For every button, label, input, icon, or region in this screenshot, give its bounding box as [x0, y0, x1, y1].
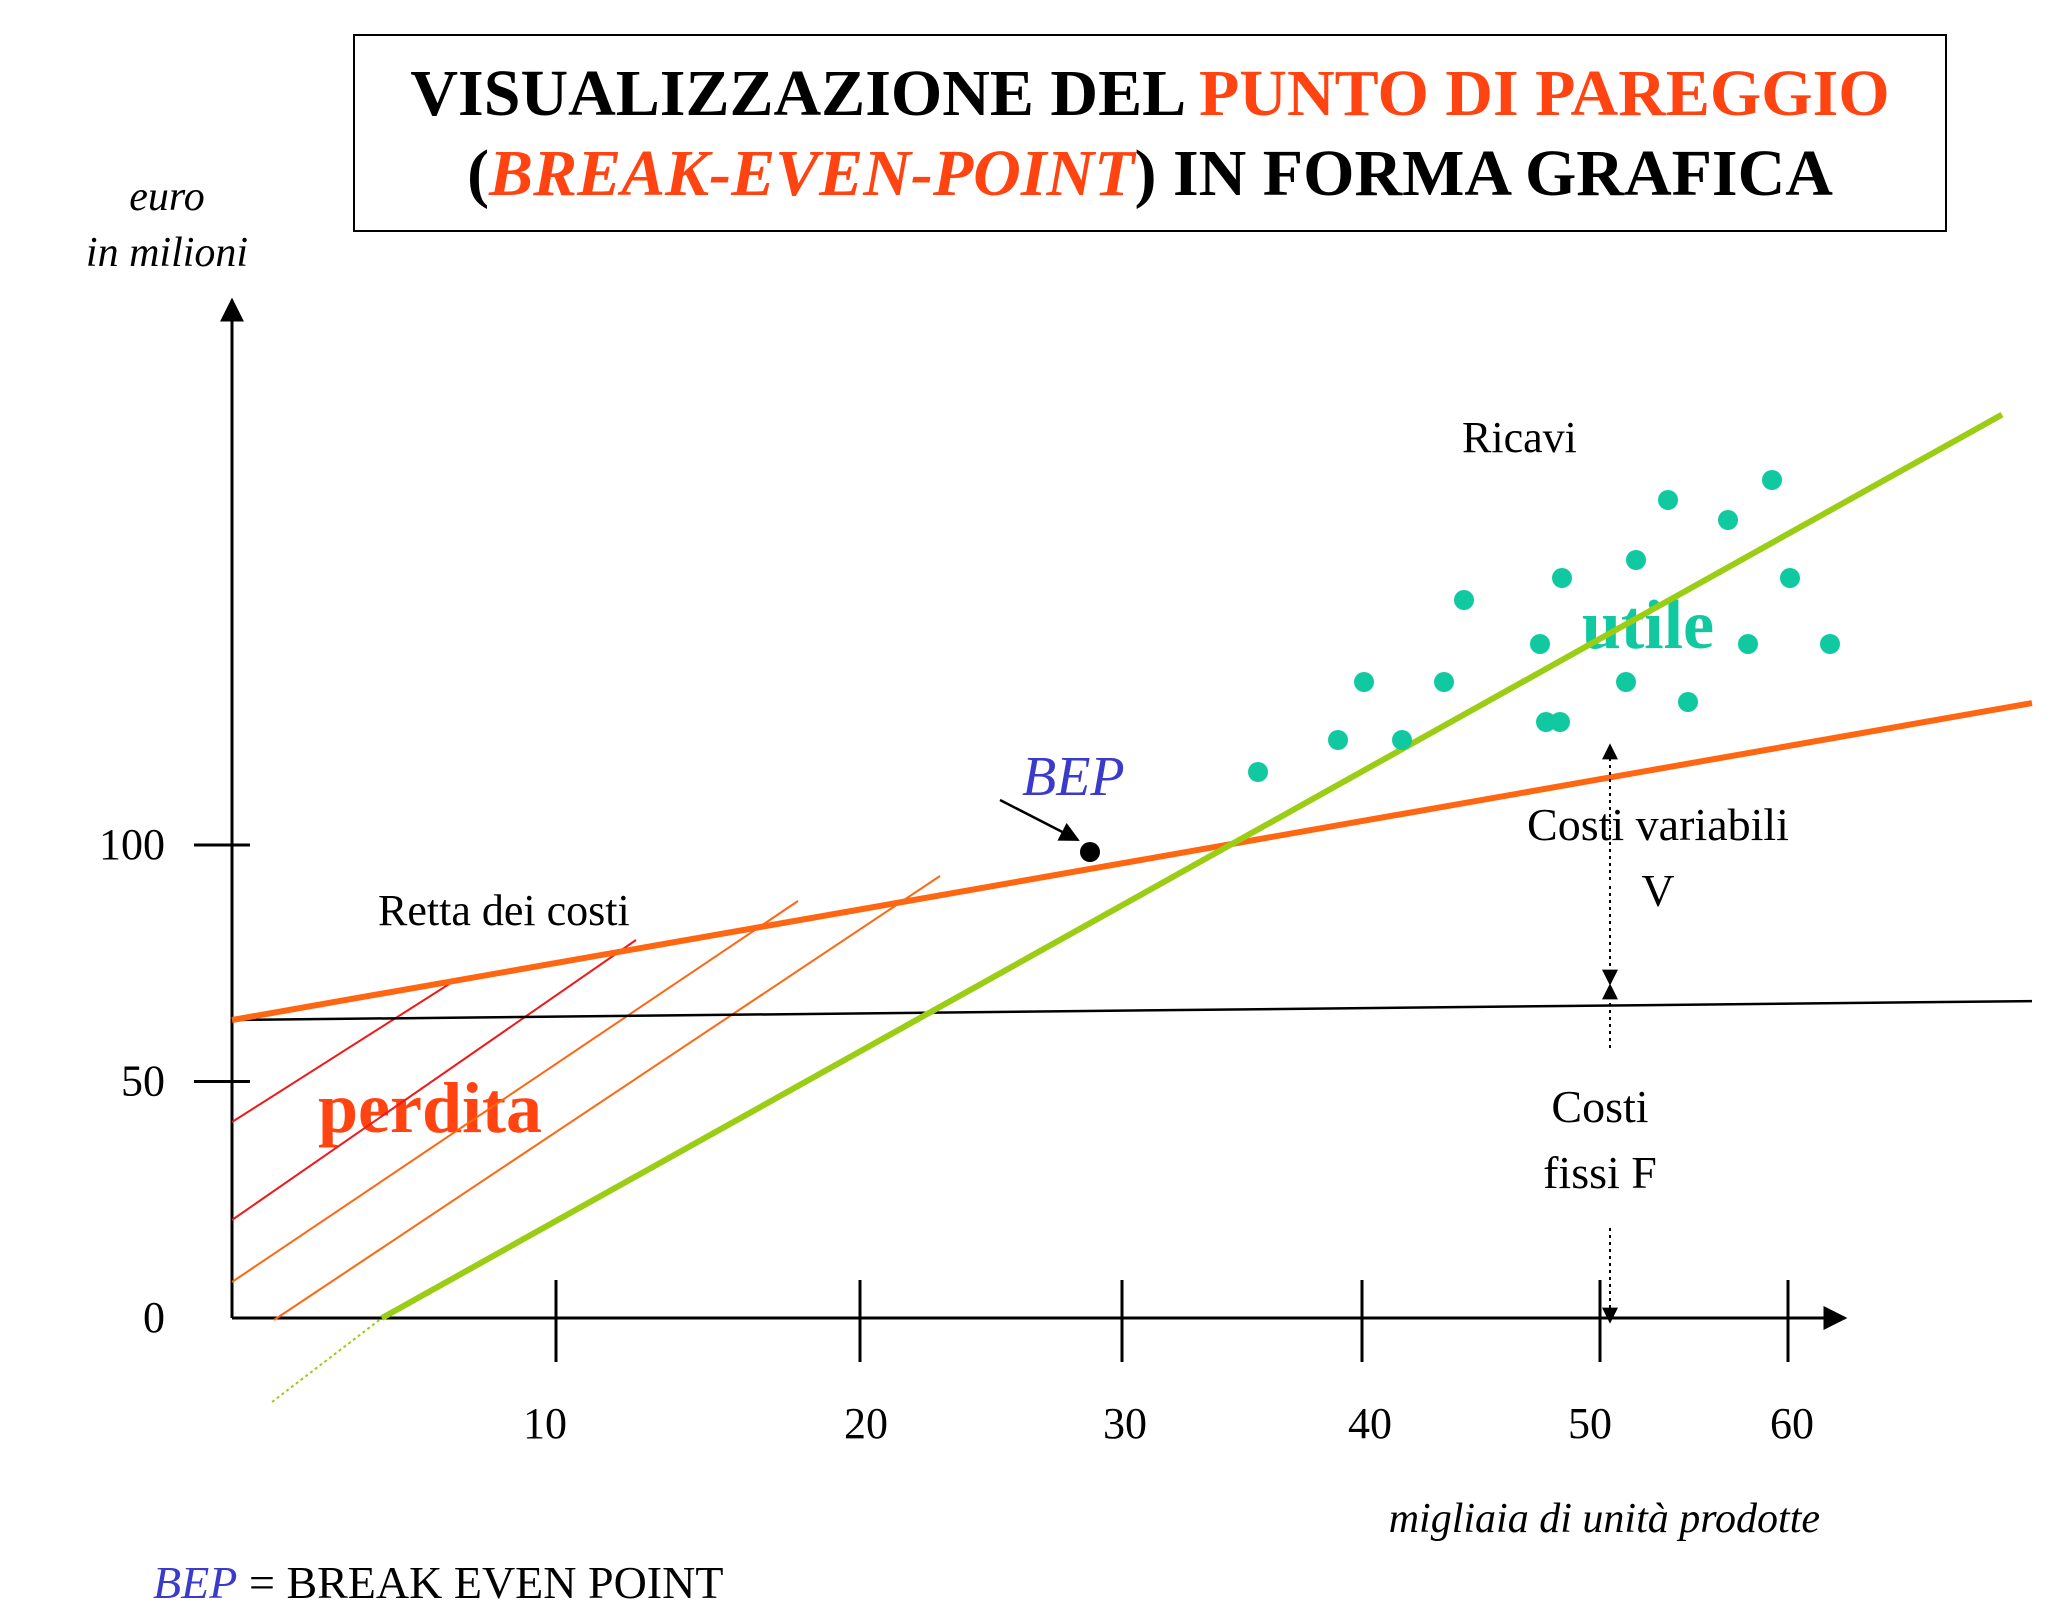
y-tick-label: 50	[121, 1057, 165, 1106]
title-close-part: ) IN FORMA GRAFICA	[1134, 137, 1833, 210]
y-tick-label: 100	[99, 820, 165, 869]
title-box: VISUALIZZAZIONE DEL PUNTO DI PAREGGIO (B…	[353, 34, 1947, 232]
profit-dot	[1354, 672, 1374, 692]
title-open-paren: (	[467, 137, 490, 210]
profit-dot	[1738, 634, 1758, 654]
profit-dot	[1454, 590, 1474, 610]
revenue-label: Ricavi	[1462, 413, 1577, 462]
loss-hatch-line	[273, 875, 941, 1321]
profit-dot	[1248, 762, 1268, 782]
title-part-red: PUNTO DI PAREGGIO	[1198, 57, 1890, 130]
profit-dot	[1392, 730, 1412, 750]
revenue-line	[380, 411, 2004, 1321]
y-axis-label-line2: in milioni	[86, 230, 248, 276]
costs-line	[231, 700, 2033, 1023]
profit-dot	[1530, 634, 1550, 654]
title-line-1: VISUALIZZAZIONE DEL PUNTO DI PAREGGIO	[355, 54, 1945, 134]
title-line-2: (BREAK-EVEN-POINT) IN FORMA GRAFICA	[355, 134, 1945, 214]
x-tick-label: 20	[844, 1399, 888, 1448]
profit-dot	[1550, 712, 1570, 732]
bep-point	[1080, 842, 1100, 862]
profit-label: utile	[1582, 587, 1714, 664]
loss-hatch-line	[231, 900, 799, 1283]
loss-hatch-line	[231, 939, 637, 1221]
variable-costs-label-line2: V	[1641, 865, 1674, 916]
profit-dot	[1678, 692, 1698, 712]
y-axis-label-line1: euro	[129, 174, 204, 220]
costs-line-label: Retta dei costi	[378, 886, 630, 935]
profit-dot	[1658, 490, 1678, 510]
profit-dot	[1328, 730, 1348, 750]
profit-dot	[1552, 568, 1572, 588]
y-tick-label: 0	[143, 1293, 165, 1342]
fixed-costs-label-line1: Costi	[1551, 1081, 1648, 1132]
bep-label: BEP	[1022, 746, 1125, 808]
profit-dot	[1820, 634, 1840, 654]
variable-costs-label-line1: Costi variabili	[1527, 799, 1789, 850]
chart-marks: 100 50 0 10 20 30 40 50 60	[99, 297, 2033, 1448]
revenue-extension-dotted	[271, 1317, 383, 1403]
fixed-costs-line	[231, 999, 2033, 1022]
footer-bep-abbr: BEP	[153, 1557, 237, 1608]
x-axis-label: migliaia di unità prodotte	[1389, 1496, 1820, 1542]
x-tick-label: 40	[1348, 1399, 1392, 1448]
bep-pointer-arrow	[999, 798, 1080, 842]
fixed-costs-label-line2: fissi F	[1543, 1147, 1657, 1198]
title-part-red-italic: BREAK-EVEN-POINT	[489, 137, 1135, 210]
x-tick-label: 60	[1770, 1399, 1814, 1448]
loss-hatch-line	[231, 980, 455, 1123]
x-tick-label: 50	[1568, 1399, 1612, 1448]
profit-dot	[1762, 470, 1782, 490]
profit-dot	[1718, 510, 1738, 530]
profit-dot	[1536, 712, 1556, 732]
profit-dot	[1626, 550, 1646, 570]
x-tick-label: 10	[523, 1399, 567, 1448]
profit-dot	[1434, 672, 1454, 692]
x-tick-label: 30	[1103, 1399, 1147, 1448]
footer-bep-definition: = BREAK EVEN POINT	[249, 1557, 723, 1608]
profit-dot	[1780, 568, 1800, 588]
profit-dot	[1616, 672, 1636, 692]
title-part-black: VISUALIZZAZIONE DEL	[410, 57, 1199, 130]
